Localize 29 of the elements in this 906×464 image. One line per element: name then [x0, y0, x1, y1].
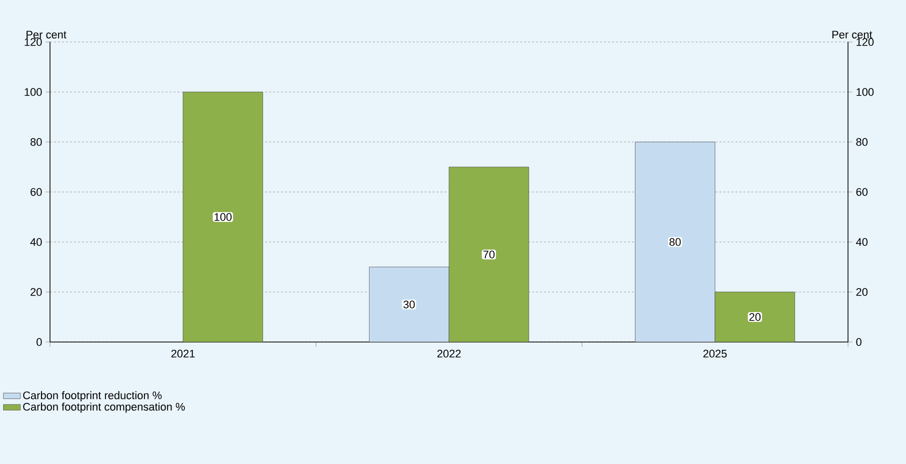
- y-axis-title: Per cent: [26, 30, 66, 38]
- data-label: 70: [483, 250, 495, 258]
- y2-axis-title: Per cent: [832, 30, 872, 38]
- y2-tick-label: 80: [856, 138, 868, 146]
- legend-label: Carbon footprint reduction %: [23, 391, 162, 402]
- y2-tick-label: 60: [856, 188, 868, 196]
- y2-tick-label: 100: [856, 88, 874, 96]
- bar: [182, 92, 264, 342]
- x-tick-label: 2022: [437, 350, 461, 358]
- bar: [714, 292, 796, 342]
- y-tick-label: 0: [36, 338, 42, 346]
- legend-label: Carbon footprint compensation %: [23, 402, 185, 413]
- y-tick-label: 100: [24, 88, 42, 96]
- y2-tick-label: 120: [856, 38, 874, 46]
- y-tick-label: 60: [30, 188, 42, 196]
- x-tick-label: 2025: [703, 350, 727, 358]
- y2-tick-label: 0: [856, 338, 862, 346]
- y-tick-label: 120: [24, 38, 42, 46]
- y-tick-label: 20: [30, 288, 42, 296]
- x-tick-label: 2021: [171, 350, 195, 358]
- data-label: 100: [214, 213, 232, 221]
- data-label: 30: [403, 300, 415, 308]
- y2-tick-label: 40: [856, 238, 868, 246]
- data-label: 20: [749, 313, 761, 321]
- y-tick-label: 80: [30, 138, 42, 146]
- y2-tick-label: 20: [856, 288, 868, 296]
- y-tick-label: 40: [30, 238, 42, 246]
- data-label: 80: [669, 238, 681, 246]
- bar: [448, 166, 530, 342]
